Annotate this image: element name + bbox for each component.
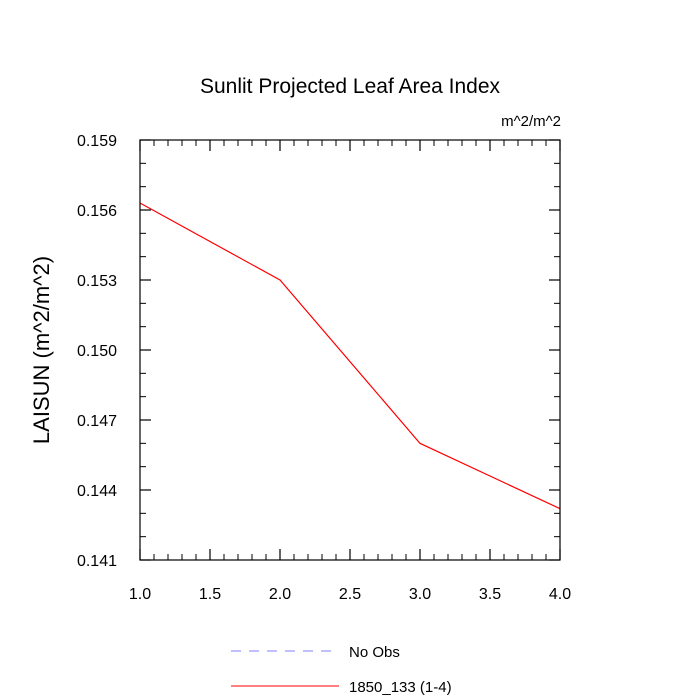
x-tick-label: 1.5: [199, 586, 221, 603]
legend: No Obs 1850_133 (1-4): [231, 644, 452, 696]
units-label: m^2/m^2: [501, 113, 561, 130]
y-tick-label: 0.156: [77, 203, 117, 220]
legend-label-1: 1850_133 (1-4): [349, 679, 452, 696]
y-tick-label: 0.141: [77, 553, 117, 570]
y-tick-label: 0.144: [77, 483, 117, 500]
y-tick-label: 0.153: [77, 273, 117, 290]
x-tick-label: 1.0: [129, 586, 151, 603]
y-tick-label: 0.159: [77, 133, 117, 150]
plot-frame: [139, 139, 561, 561]
y-axis-label: LAISUN (m^2/m^2): [29, 256, 54, 444]
ticks-layer: 1.0 1.5 2.0 2.5 3.0 3.5 4.0 0.141 0.144 0.147 0.15…: [77, 133, 571, 603]
x-tick-label: 2.0: [269, 586, 291, 603]
series-layer: [139, 202, 561, 510]
chart-title: Sunlit Projected Leaf Area Index: [200, 75, 501, 98]
y-tick-label: 0.147: [77, 413, 117, 430]
y-tick-label: 0.150: [77, 343, 117, 360]
x-tick-label: 3.5: [479, 586, 501, 603]
x-tick-label: 2.5: [339, 586, 361, 603]
series-line-1: [139, 202, 561, 510]
legend-label-0: No Obs: [349, 644, 400, 661]
x-tick-label: 3.0: [409, 586, 431, 603]
x-tick-label: 4.0: [549, 586, 571, 603]
